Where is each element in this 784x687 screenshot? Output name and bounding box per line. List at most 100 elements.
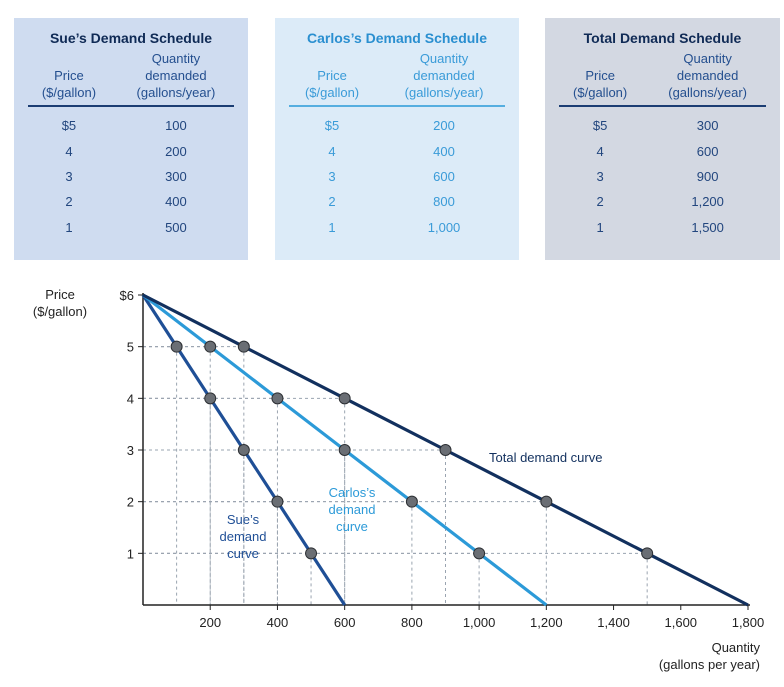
data-point bbox=[237, 444, 250, 456]
header-text: Price bbox=[54, 68, 84, 83]
price-cell: 2 bbox=[328, 194, 336, 210]
y-tick-label: 3 bbox=[127, 443, 134, 458]
table-title: Carlos’s Demand Schedule bbox=[307, 30, 487, 46]
quantity-cell: 300 bbox=[696, 118, 719, 134]
y-tick-label: 4 bbox=[127, 391, 134, 406]
axes: 1 2 3 4 5 $6 200 400 600 800 1,000 1,200 1,400 1,600 1… bbox=[120, 288, 765, 630]
table-row: 3 600 bbox=[285, 164, 509, 189]
x-axis-title: Quantity bbox=[712, 640, 761, 655]
header-text: Quantity bbox=[683, 51, 732, 66]
carlos-demand-table: Carlos’s Demand Schedule Price ($/gallon)… bbox=[275, 18, 519, 260]
table-row: 1 1,000 bbox=[285, 215, 509, 240]
header-text: Price bbox=[585, 68, 615, 83]
table-row: 2 800 bbox=[285, 189, 509, 214]
total-demand-table: Total Demand Schedule Price ($/gallon) Qu… bbox=[545, 18, 780, 260]
table-header: Price ($/gallon) Quantity demanded (gallons… bbox=[24, 50, 238, 101]
price-cell: 1 bbox=[328, 219, 336, 235]
data-point bbox=[338, 444, 351, 456]
table-divider bbox=[289, 105, 505, 107]
table-rows: $5 100 4 200 3 300 2 400 1 500 bbox=[24, 113, 238, 240]
y-axis-title: Price bbox=[45, 287, 75, 302]
table-header: Price ($/gallon) Quantity demanded (gallons… bbox=[285, 50, 509, 101]
x-tick-label: 200 bbox=[199, 615, 221, 630]
price-cell: 3 bbox=[596, 168, 604, 184]
y-axis-title: ($/gallon) bbox=[33, 304, 87, 319]
quantity-cell: 400 bbox=[165, 194, 187, 210]
curve-label: curve bbox=[227, 546, 259, 561]
header-text: ($/gallon) bbox=[304, 85, 360, 100]
table-row: $5 200 bbox=[285, 113, 509, 138]
price-cell: 4 bbox=[596, 143, 604, 159]
data-point bbox=[405, 495, 418, 508]
grid-guides bbox=[143, 346, 648, 605]
x-tick-label: 600 bbox=[334, 615, 356, 630]
table-divider bbox=[559, 105, 766, 107]
price-cell: 3 bbox=[65, 168, 73, 184]
header-text: Price bbox=[317, 68, 347, 83]
price-cell: $5 bbox=[592, 118, 608, 134]
data-point bbox=[170, 340, 183, 353]
curve-label: Total demand curve bbox=[489, 450, 602, 465]
data-point bbox=[641, 547, 654, 560]
header-text: Quantity bbox=[151, 51, 201, 66]
table-row: 4 400 bbox=[285, 138, 509, 163]
quantity-cell: 600 bbox=[696, 143, 719, 159]
quantity-cell: 600 bbox=[433, 168, 455, 184]
data-point bbox=[271, 495, 284, 508]
price-cell: $5 bbox=[324, 118, 340, 134]
x-tick-label: 400 bbox=[267, 615, 289, 630]
table-title: Sue’s Demand Schedule bbox=[49, 30, 213, 46]
price-cell: 2 bbox=[596, 194, 604, 210]
x-tick-label: 1,000 bbox=[463, 615, 496, 630]
quantity-cell: 1,200 bbox=[691, 194, 724, 210]
quantity-cell: 300 bbox=[165, 168, 187, 184]
table-row: 4 600 bbox=[555, 138, 770, 163]
chart-labels: Price ($/gallon) Quantity (gallons per year… bbox=[33, 287, 761, 672]
price-cell: 1 bbox=[65, 219, 73, 235]
y-tick-label: 2 bbox=[127, 495, 134, 510]
header-text: demanded bbox=[676, 68, 739, 83]
quantity-cell: 1,500 bbox=[691, 219, 724, 235]
x-axis-title: (gallons per year) bbox=[659, 657, 760, 672]
curve-label: Carlos’s bbox=[329, 485, 376, 500]
price-cell: $5 bbox=[61, 118, 77, 134]
header-text: demanded bbox=[413, 68, 475, 83]
curve-label: Sue’s bbox=[227, 512, 260, 527]
table-title: Total Demand Schedule bbox=[583, 30, 742, 46]
header-text: ($/gallon) bbox=[41, 85, 97, 100]
y-tick-label: $6 bbox=[120, 288, 134, 303]
table-row: 4 200 bbox=[24, 138, 238, 163]
table-row: $5 100 bbox=[24, 113, 238, 138]
quantity-cell: 1,000 bbox=[427, 219, 461, 235]
y-tick-label: 1 bbox=[127, 546, 134, 561]
y-tick-label: 5 bbox=[127, 340, 134, 355]
curve-label: demand bbox=[329, 502, 376, 517]
header-text: (gallons/year) bbox=[404, 85, 484, 100]
table-row: 1 1,500 bbox=[555, 215, 770, 240]
header-text: ($/gallon) bbox=[573, 85, 628, 100]
table-header: Price ($/gallon) Quantity demanded (gallons… bbox=[555, 50, 770, 101]
data-point bbox=[237, 340, 250, 353]
data-point bbox=[338, 392, 351, 405]
table-rows: $5 200 4 400 3 600 2 800 1 1,000 bbox=[285, 113, 509, 240]
x-tick-label: 1,800 bbox=[732, 615, 765, 630]
data-point bbox=[540, 495, 553, 508]
data-point bbox=[305, 547, 318, 560]
price-cell: 2 bbox=[65, 194, 73, 210]
quantity-cell: 200 bbox=[433, 118, 455, 134]
data-point bbox=[271, 392, 284, 405]
quantity-cell: 100 bbox=[165, 118, 187, 134]
data-point bbox=[473, 547, 486, 560]
quantity-cell: 400 bbox=[433, 143, 455, 159]
quantity-cell: 200 bbox=[165, 143, 187, 159]
sue-demand-table: Sue’s Demand Schedule Price ($/gallon) Qu… bbox=[14, 18, 248, 260]
data-point bbox=[439, 444, 452, 456]
data-point bbox=[204, 340, 217, 353]
header-text: demanded bbox=[145, 68, 207, 83]
table-row: $5 300 bbox=[555, 113, 770, 138]
curve-label: demand bbox=[220, 529, 267, 544]
table-row: 3 900 bbox=[555, 164, 770, 189]
price-cell: 3 bbox=[328, 168, 336, 184]
data-points bbox=[170, 340, 654, 560]
